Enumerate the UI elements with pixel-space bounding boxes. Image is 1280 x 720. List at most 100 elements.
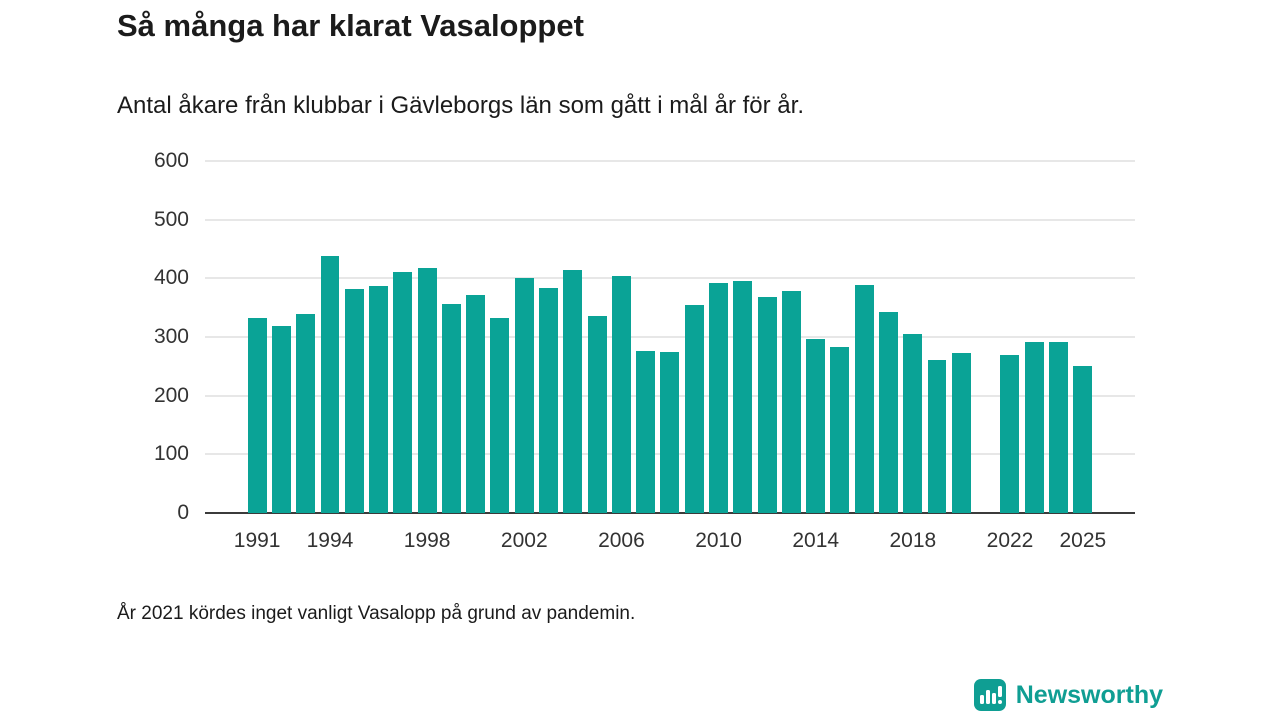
bar-1996 bbox=[369, 285, 388, 513]
bar-2002 bbox=[514, 278, 534, 513]
bar-slot bbox=[779, 161, 803, 513]
gridline bbox=[205, 160, 1135, 162]
bar-1998 bbox=[417, 267, 437, 513]
bar-2025 bbox=[1073, 366, 1093, 513]
x-tick-label: 1994 bbox=[306, 529, 354, 552]
bar-slot bbox=[682, 161, 706, 513]
bar-slot bbox=[925, 161, 949, 513]
bar-2014 bbox=[806, 339, 826, 513]
bar-slot bbox=[391, 161, 415, 513]
bar-slot bbox=[998, 161, 1022, 513]
bar-slot bbox=[464, 161, 488, 513]
bar-1995 bbox=[344, 288, 364, 513]
page-title: Så många har klarat Vasaloppet bbox=[117, 8, 584, 43]
bar-2024 bbox=[1048, 342, 1068, 513]
chart-subtitle: Antal åkare från klubbar i Gävleborgs lä… bbox=[117, 92, 804, 119]
bars-layer bbox=[205, 161, 1135, 513]
y-tick-label: 600 bbox=[153, 149, 189, 172]
bar-2020 bbox=[951, 353, 971, 513]
bar-2013 bbox=[781, 291, 801, 513]
bar-slot bbox=[828, 161, 852, 513]
bar-2019 bbox=[927, 359, 947, 513]
bar-slot bbox=[803, 161, 827, 513]
bar-2017 bbox=[878, 311, 898, 513]
bar-slot bbox=[269, 161, 293, 513]
bar-slot bbox=[755, 161, 779, 513]
gridline bbox=[205, 219, 1135, 221]
bar-2006 bbox=[611, 276, 631, 513]
bar-1991 bbox=[247, 317, 267, 513]
bar-slot bbox=[318, 161, 342, 513]
plot-area: 0 100 200 300 400 500 600 1991 1994 1998 2002 2006… bbox=[154, 149, 1135, 552]
bar-slot bbox=[366, 161, 390, 513]
x-tick-label: 2010 bbox=[695, 529, 742, 552]
bar-slot bbox=[609, 161, 633, 513]
bar-slot bbox=[876, 161, 900, 513]
bar-1999 bbox=[441, 303, 461, 513]
bar-slot bbox=[294, 161, 318, 513]
bar-2012 bbox=[757, 297, 777, 513]
bar-slot bbox=[512, 161, 536, 513]
bar-slot bbox=[731, 161, 755, 513]
bar-2015 bbox=[830, 346, 850, 513]
gridline bbox=[205, 277, 1135, 279]
bar-2022 bbox=[1000, 354, 1020, 513]
bar-slot bbox=[706, 161, 730, 513]
bar-slot bbox=[342, 161, 366, 513]
bar-slot bbox=[585, 161, 609, 513]
y-tick-label: 0 bbox=[177, 501, 189, 524]
newsworthy-logo-icon bbox=[973, 678, 1007, 712]
bar-slot bbox=[536, 161, 560, 513]
newsworthy-logo: Newsworthy bbox=[973, 678, 1163, 712]
bar-2008 bbox=[660, 352, 680, 513]
bar-2009 bbox=[684, 305, 704, 513]
x-tick-label: 1998 bbox=[403, 529, 451, 552]
bar-slot bbox=[415, 161, 439, 513]
y-tick-label: 400 bbox=[153, 266, 189, 290]
bar-1992 bbox=[271, 326, 291, 513]
bar-slot bbox=[949, 161, 973, 513]
bar-2007 bbox=[636, 350, 656, 513]
x-tick-label: 2025 bbox=[1059, 529, 1107, 552]
bar-2016 bbox=[854, 285, 874, 513]
bar-2023 bbox=[1024, 342, 1044, 513]
bar-2004 bbox=[563, 270, 583, 513]
chart-footnote: År 2021 kördes inget vanligt Vasalopp på… bbox=[117, 603, 636, 624]
y-tick-label: 200 bbox=[153, 383, 189, 407]
x-tick-label: 2018 bbox=[889, 529, 937, 552]
bar-slot bbox=[633, 161, 657, 513]
bar-1997 bbox=[393, 272, 413, 513]
bar-slot bbox=[852, 161, 876, 513]
newsworthy-logo-text: Newsworthy bbox=[1015, 680, 1163, 709]
bar-2010 bbox=[709, 283, 728, 513]
bar-slot bbox=[1022, 161, 1046, 513]
x-tick-label: 2006 bbox=[598, 529, 645, 552]
x-tick-label: 2022 bbox=[986, 529, 1034, 552]
bar-2018 bbox=[903, 334, 923, 513]
xaxis-labels: 1991 1994 1998 2002 2006 2010 2014 2018 2022 2025 bbox=[205, 513, 1135, 553]
bar-slot bbox=[1071, 161, 1095, 513]
bar-slot bbox=[561, 161, 585, 513]
y-tick-label: 300 bbox=[153, 325, 189, 348]
bar-2011 bbox=[733, 280, 753, 513]
bar-2003 bbox=[539, 288, 558, 513]
bar-slot bbox=[973, 161, 997, 513]
x-tick-label: 1991 bbox=[233, 529, 281, 552]
bar-1994 bbox=[320, 256, 340, 513]
bar-slot bbox=[1046, 161, 1070, 513]
x-tick-label: 2014 bbox=[792, 529, 840, 552]
x-tick-label: 2002 bbox=[500, 529, 548, 552]
y-tick-label: 100 bbox=[153, 442, 189, 466]
bar-slot bbox=[439, 161, 463, 513]
x-axis-line bbox=[205, 512, 1135, 514]
bar-slot bbox=[901, 161, 925, 513]
bar-slot bbox=[245, 161, 269, 513]
bar-2001 bbox=[490, 317, 510, 513]
bar-1993 bbox=[296, 313, 316, 513]
gridline bbox=[205, 336, 1135, 338]
bar-2000 bbox=[466, 294, 486, 513]
y-tick-label: 500 bbox=[153, 207, 189, 231]
bar-slot bbox=[488, 161, 512, 513]
bar-slot bbox=[658, 161, 682, 513]
